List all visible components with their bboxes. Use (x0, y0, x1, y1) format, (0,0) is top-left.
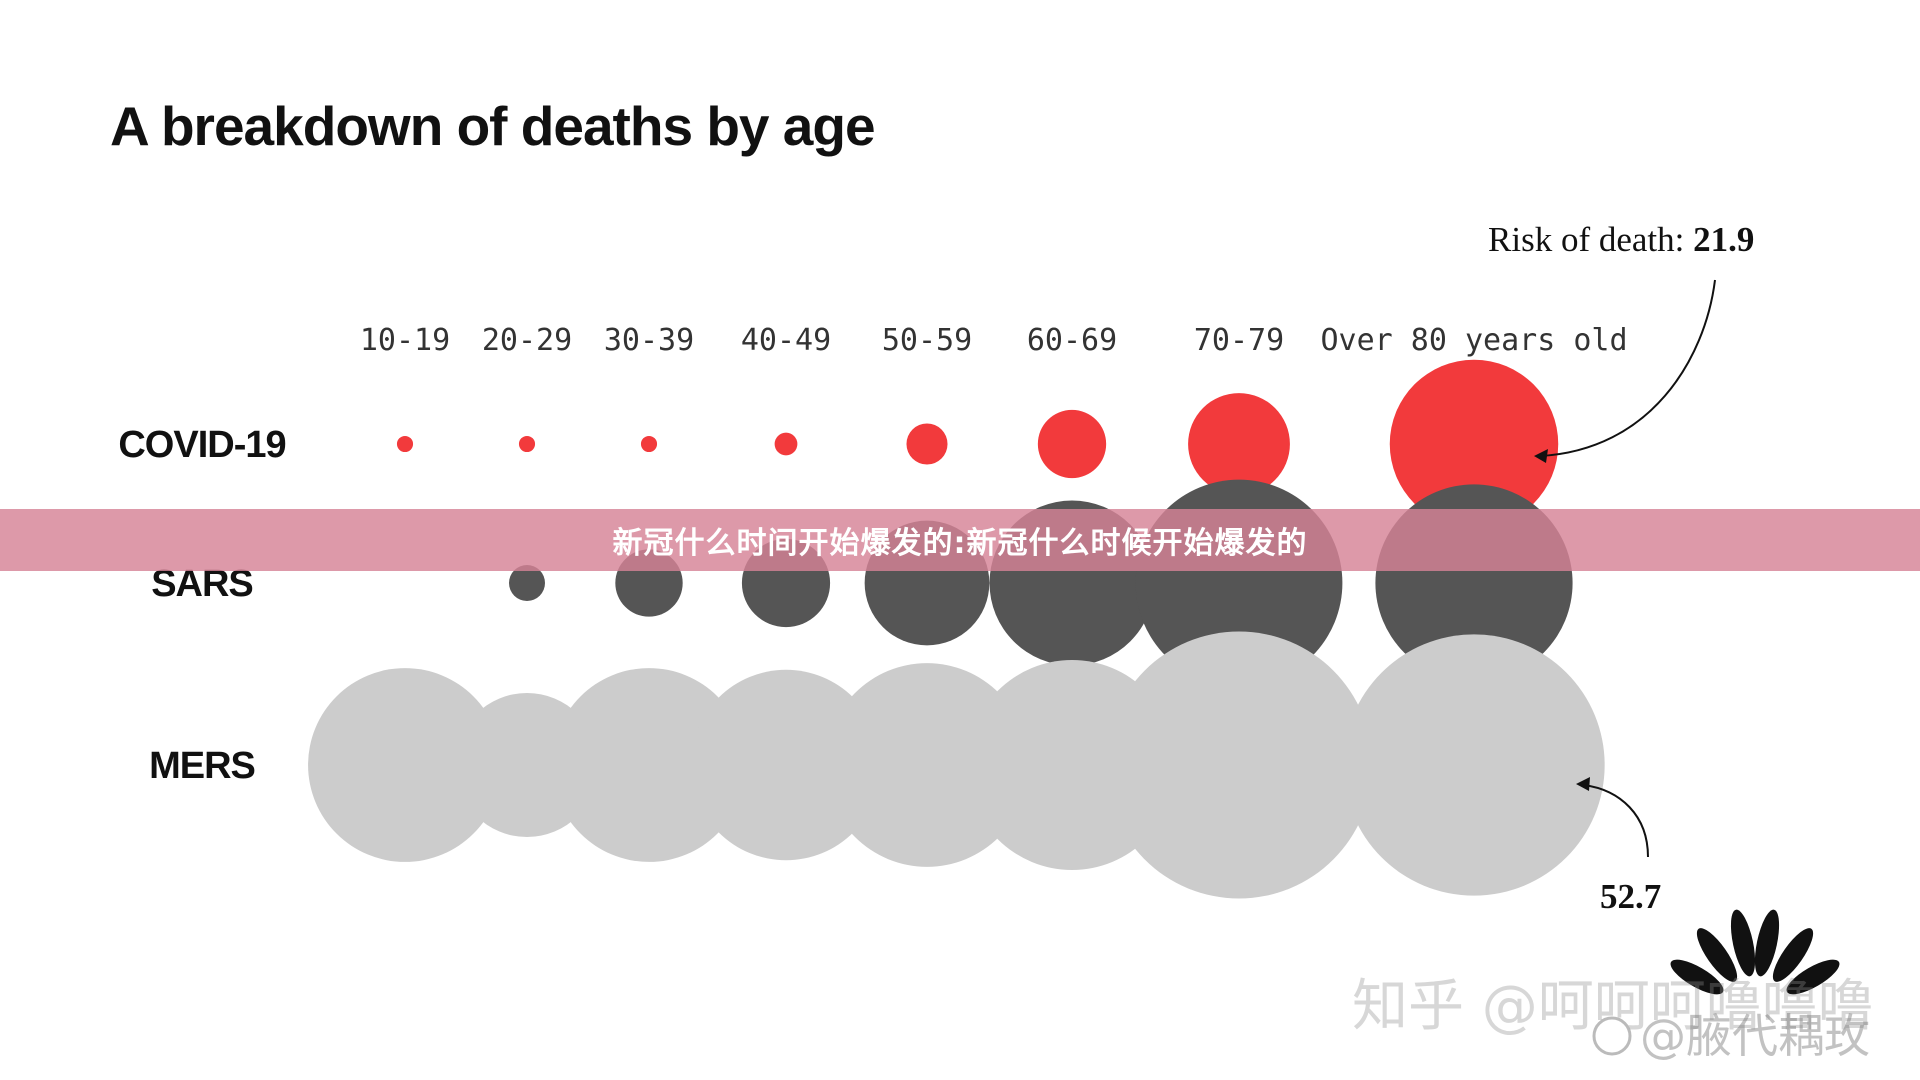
covid-risk-prefix: Risk of death: (1488, 220, 1693, 259)
mers-annotation-arrow (1583, 784, 1649, 858)
covid-annotation-arrow (1539, 279, 1716, 457)
weibo-logo-icon (1592, 1016, 1632, 1056)
bubble-mers-6 (1105, 631, 1373, 899)
bubble-covid-19-3 (774, 432, 798, 456)
bubble-mers-0 (308, 668, 502, 862)
bubble-covid-19-7 (1389, 359, 1559, 529)
age-label-6: 70-79 (1194, 323, 1284, 358)
bubble-covid-19-2 (640, 435, 658, 453)
mers-arrowhead-icon (1576, 777, 1590, 791)
zhihu-watermark: 知乎 @呵呵呵噜噜噜 (1352, 974, 1874, 1039)
chart-title: A breakdown of deaths by age (110, 95, 875, 157)
covid-risk-value: 21.9 (1693, 220, 1754, 259)
bubble-sars-1 (509, 565, 545, 601)
bubble-mers-7 (1343, 634, 1605, 896)
age-label-4: 50-59 (882, 323, 972, 358)
covid-arrowhead-icon (1534, 449, 1548, 463)
row-label-covid-19: COVID-19 (118, 424, 285, 466)
age-label-2: 30-39 (604, 323, 694, 358)
bubble-covid-19-1 (518, 435, 536, 453)
bubble-mers-2 (552, 668, 746, 862)
title-banner: 新冠什么时间开始爆发的:新冠什么时候开始爆发的 (0, 509, 1920, 571)
age-label-5: 60-69 (1027, 323, 1117, 358)
bubble-mers-4 (825, 663, 1029, 867)
age-label-0: 10-19 (360, 323, 450, 358)
weibo-watermark: @腋代耦玫 (1592, 1009, 1870, 1063)
bubble-covid-19-6 (1188, 393, 1290, 495)
bubble-covid-19-0 (396, 435, 414, 453)
row-label-mers: MERS (149, 745, 255, 787)
bubbles (308, 359, 1605, 899)
bubble-covid-19-4 (906, 423, 948, 465)
age-label-1: 20-29 (482, 323, 572, 358)
age-labels: 10-19 20-29 30-39 40-49 50-59 60-69 70-79 Over … (360, 323, 1628, 358)
bubble-mers-3 (690, 669, 882, 861)
nbc-peacock-logo-icon (1670, 909, 1840, 995)
mers-risk-value: 52.7 (1600, 877, 1661, 916)
bubble-covid-19-5 (1037, 409, 1107, 479)
age-label-3: 40-49 (741, 323, 831, 358)
covid-risk-annotation: Risk of death: 21.9 (1488, 220, 1754, 259)
banner-text: 新冠什么时间开始爆发的:新冠什么时候开始爆发的 (612, 526, 1308, 561)
weibo-watermark-text: @腋代耦玫 (1640, 1009, 1870, 1063)
age-label-7: Over 80 years old (1320, 323, 1627, 358)
